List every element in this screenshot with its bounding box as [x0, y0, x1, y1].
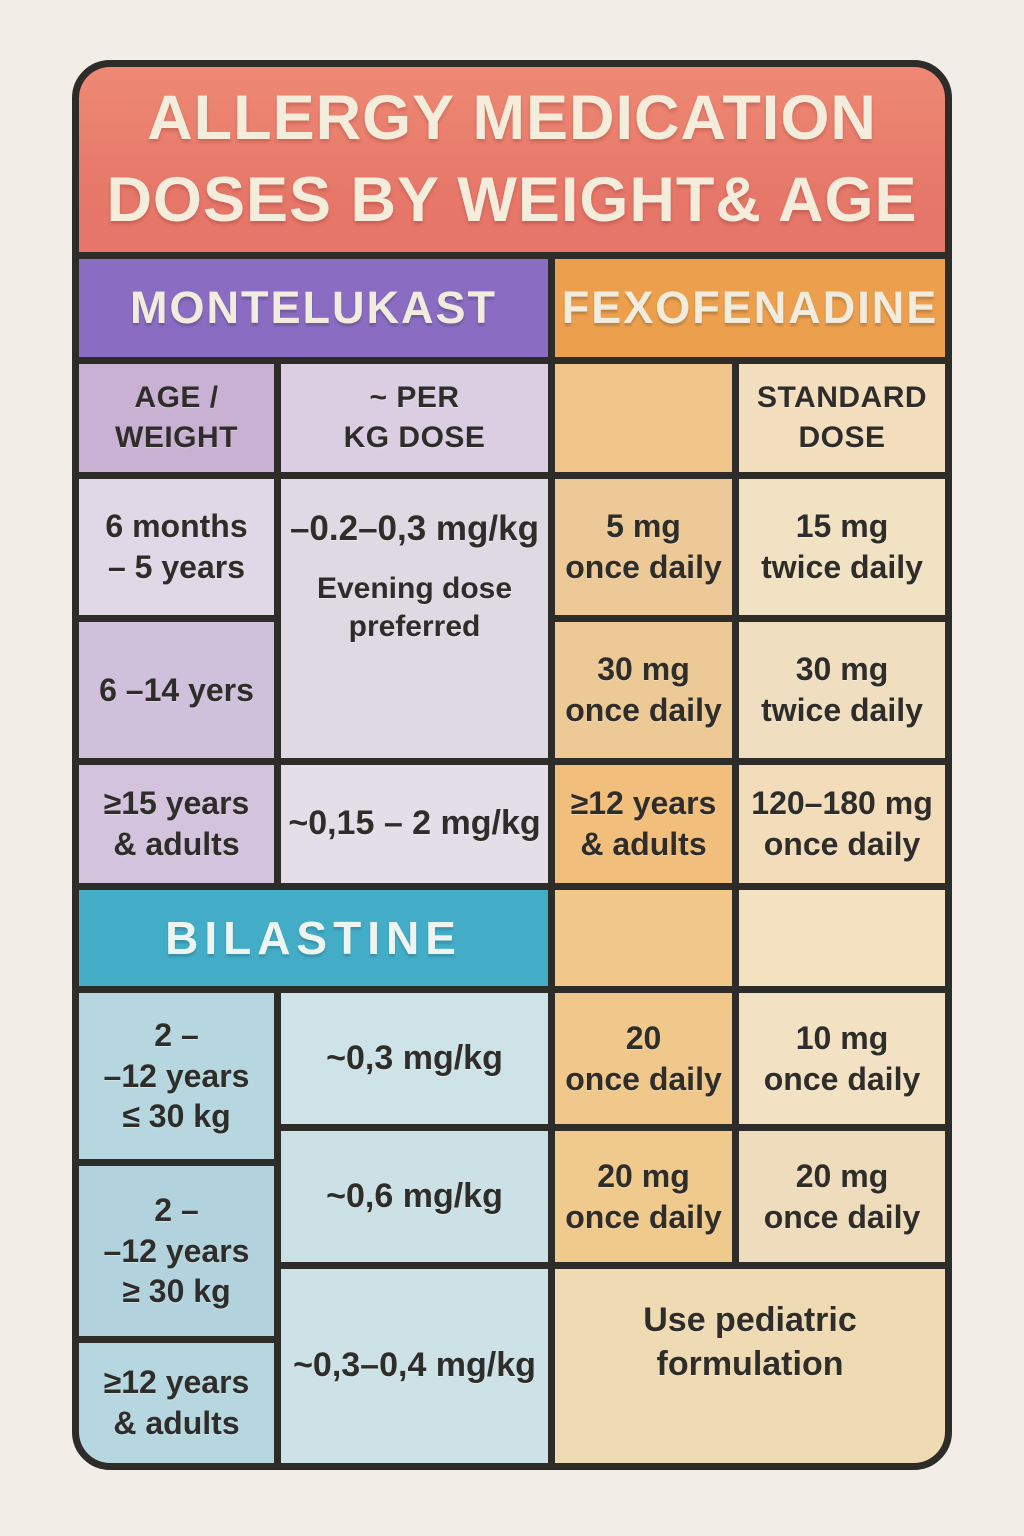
fexofenadine-dose-row3: 120–180 mg once daily — [739, 765, 945, 883]
fexofenadine-lower-grid: 20 once daily 10 mg once daily 20 mg onc… — [555, 993, 945, 1463]
fexofenadine-dose-row4-col1: 20 once daily — [555, 993, 732, 1124]
fexofenadine-dose-row5-col2: 20 mg once daily — [739, 1131, 945, 1262]
bilastine-dose-row1: ~0,3 mg/kg — [281, 993, 548, 1124]
page-title: ALLERGY MEDICATION DOSES BY WEIGHT& AGE — [106, 82, 918, 235]
bilastine-dose-row3: ~0,3–0,4 mg/kg — [281, 1269, 548, 1463]
fexofenadine-empty-cell-1 — [555, 890, 732, 986]
fexofenadine-dose-row1-col2: 15 mg twice daily — [739, 479, 945, 615]
dose-chart-card: ALLERGY MEDICATION DOSES BY WEIGHT& AGE … — [72, 60, 952, 1470]
bilastine-age-row2: 2 – –12 years ≥ 30 kg — [79, 1166, 274, 1336]
fexofenadine-age-row3: ≥12 years & adults — [555, 765, 732, 883]
column-header-standard-dose: STANDARD DOSE — [739, 364, 945, 472]
montelukast-header: MONTELUKAST — [79, 259, 548, 357]
fexofenadine-dose-row1-col1: 5 mg once daily — [555, 479, 732, 615]
bilastine-header: BILASTINE — [79, 890, 548, 986]
bilastine-age-row1: 2 – –12 years ≤ 30 kg — [79, 993, 274, 1159]
montelukast-adult-dose: ~0,15 – 2 mg/kg — [281, 765, 548, 883]
montelukast-dose-note: Evening dose preferred — [316, 571, 513, 644]
montelukast-dose-merged-cell: –0.2–0,3 mg/kg Evening dose preferred — [281, 479, 548, 758]
fexofenadine-header: FEXOFENADINE — [555, 259, 945, 357]
column-header-row: AGE / WEIGHT ~ PER KG DOSE STANDARD DOSE — [79, 364, 945, 472]
bilastine-age-column: 2 – –12 years ≤ 30 kg 2 – –12 years ≥ 30… — [79, 993, 274, 1463]
fexofenadine-dose-row2-col2: 30 mg twice daily — [739, 622, 945, 758]
bilastine-age-row3: ≥12 years & adults — [79, 1343, 274, 1463]
column-header-per-kg-dose: ~ PER KG DOSE — [281, 364, 548, 472]
pediatric-formulation-note: Use pediatric formulation — [555, 1269, 945, 1463]
montelukast-fexofenadine-grid: 6 months – 5 years –0.2–0,3 mg/kg Evenin… — [79, 479, 945, 883]
fexofenadine-dose-row5-col1: 20 mg once daily — [555, 1131, 732, 1262]
montelukast-age-row2: 6 –14 yers — [79, 622, 274, 758]
fexofenadine-dose-row4-col2: 10 mg once daily — [739, 993, 945, 1124]
column-header-empty — [555, 364, 732, 472]
drug-header-row: MONTELUKAST FEXOFENADINE — [79, 259, 945, 357]
fexofenadine-empty-cell-2 — [739, 890, 945, 986]
column-header-age-weight: AGE / WEIGHT — [79, 364, 274, 472]
montelukast-age-row3: ≥15 years & adults — [79, 765, 274, 883]
bilastine-dose-row2: ~0,6 mg/kg — [281, 1131, 548, 1262]
bilastine-header-row: BILASTINE — [79, 890, 945, 986]
montelukast-dose-value: –0.2–0,3 mg/kg — [289, 509, 540, 548]
fexofenadine-dose-row2-col1: 30 mg once daily — [555, 622, 732, 758]
bilastine-dose-column: ~0,3 mg/kg ~0,6 mg/kg ~0,3–0,4 mg/kg — [281, 993, 548, 1463]
title-banner: ALLERGY MEDICATION DOSES BY WEIGHT& AGE — [79, 67, 945, 252]
montelukast-age-row1: 6 months – 5 years — [79, 479, 274, 615]
bilastine-fexofenadine-section: 2 – –12 years ≤ 30 kg 2 – –12 years ≥ 30… — [79, 993, 945, 1463]
